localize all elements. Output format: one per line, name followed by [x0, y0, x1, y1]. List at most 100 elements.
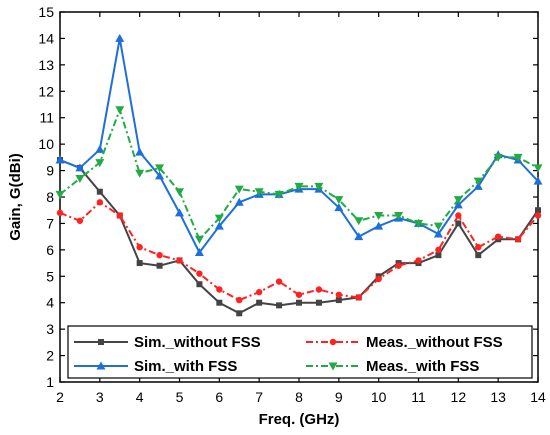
data-point: [294, 182, 304, 191]
legend-entry: Meas._without FSS: [306, 334, 503, 351]
y-tick-label: 4: [46, 295, 54, 311]
y-tick-label: 1: [46, 374, 54, 390]
data-point: [355, 294, 362, 301]
series-meas-with-fss: [55, 106, 543, 244]
y-tick-label: 3: [46, 321, 54, 337]
x-tick-label: 9: [335, 389, 343, 405]
data-point: [75, 175, 85, 183]
data-point: [435, 246, 442, 254]
x-tick-label: 11: [411, 389, 426, 405]
series-sim-with-fss: [55, 33, 543, 256]
data-point: [55, 155, 65, 164]
data-point: [196, 281, 203, 288]
y-tick-label: 15: [38, 4, 54, 20]
y-tick-label: 2: [46, 348, 54, 364]
x-tick-label: 8: [295, 389, 303, 405]
data-point: [95, 144, 105, 153]
x-tick-label: 4: [136, 389, 144, 405]
data-point: [433, 222, 443, 231]
data-point: [156, 251, 163, 259]
series-meas-without-fss: [56, 199, 542, 304]
data-point: [96, 199, 104, 206]
legend-box: [67, 325, 533, 379]
series-line: [59, 108, 539, 241]
data-point: [194, 248, 204, 256]
data-point: [435, 252, 442, 259]
data-point: [455, 220, 462, 227]
data-point: [254, 188, 264, 197]
data-point: [214, 221, 224, 230]
data-point: [175, 208, 184, 217]
legend-swatch-marker: [328, 362, 338, 371]
legend-label: Meas._with FSS: [366, 358, 479, 375]
data-point: [216, 299, 223, 306]
data-point: [533, 164, 543, 173]
data-point: [535, 207, 541, 214]
data-point: [194, 235, 204, 244]
data-point: [196, 270, 203, 277]
data-point: [175, 188, 184, 197]
data-point: [493, 153, 503, 162]
y-tick-label: 10: [38, 136, 54, 152]
y-tick-label: 8: [46, 189, 54, 205]
data-point: [455, 212, 462, 219]
data-point: [334, 203, 344, 212]
x-tick-label: 5: [176, 389, 184, 405]
data-point: [514, 236, 522, 243]
data-point: [234, 197, 244, 206]
data-point: [116, 212, 123, 219]
data-point: [76, 217, 84, 224]
data-point: [375, 275, 382, 283]
data-point: [314, 182, 324, 191]
data-point: [276, 302, 283, 309]
x-tick-label: 6: [215, 389, 223, 405]
y-axis-title: Gain, G(dBi): [7, 153, 24, 241]
x-tick-label: 2: [56, 389, 64, 405]
data-point: [315, 286, 323, 293]
x-tick-label: 7: [255, 389, 263, 405]
y-tick-label: 14: [38, 30, 54, 46]
data-point: [75, 163, 85, 172]
y-tick-label: 11: [39, 110, 54, 126]
data-point: [155, 171, 165, 180]
legend-entry: Sim._with FSS: [74, 358, 237, 375]
data-point: [135, 147, 145, 156]
data-point: [136, 244, 143, 251]
series-line: [59, 201, 539, 302]
data-point: [475, 252, 482, 259]
data-point: [414, 219, 423, 228]
data-point: [96, 188, 103, 195]
data-point: [55, 190, 65, 199]
legend: Sim._without FSS Meas._without FSS Sim._wi…: [67, 325, 533, 379]
x-tick-label: 3: [96, 389, 104, 405]
data-point: [354, 217, 364, 226]
legend-entry: Meas._with FSS: [306, 358, 479, 375]
data-point: [236, 310, 243, 317]
data-point: [475, 244, 482, 251]
data-point: [534, 212, 542, 219]
data-point: [433, 229, 443, 238]
data-point: [295, 291, 303, 298]
x-tick-label: 12: [451, 389, 467, 405]
y-tick-label: 12: [38, 83, 54, 99]
data-point: [453, 200, 463, 209]
x-tick-label: 10: [371, 389, 387, 405]
y-tick-label: 13: [38, 57, 54, 73]
data-point: [275, 278, 283, 285]
data-point: [56, 209, 64, 217]
data-point: [394, 212, 404, 220]
y-tick-label: 5: [46, 268, 54, 284]
data-point: [374, 221, 384, 230]
x-axis-title: Freq. (GHz): [259, 411, 340, 428]
legend-swatch-marker: [329, 338, 337, 346]
data-point: [513, 153, 523, 162]
legend-swatch-marker: [98, 339, 104, 345]
data-point: [135, 169, 145, 178]
data-point: [335, 291, 343, 298]
data-point: [453, 196, 463, 205]
data-point: [256, 299, 263, 306]
data-point: [255, 288, 263, 296]
data-point: [115, 33, 125, 42]
